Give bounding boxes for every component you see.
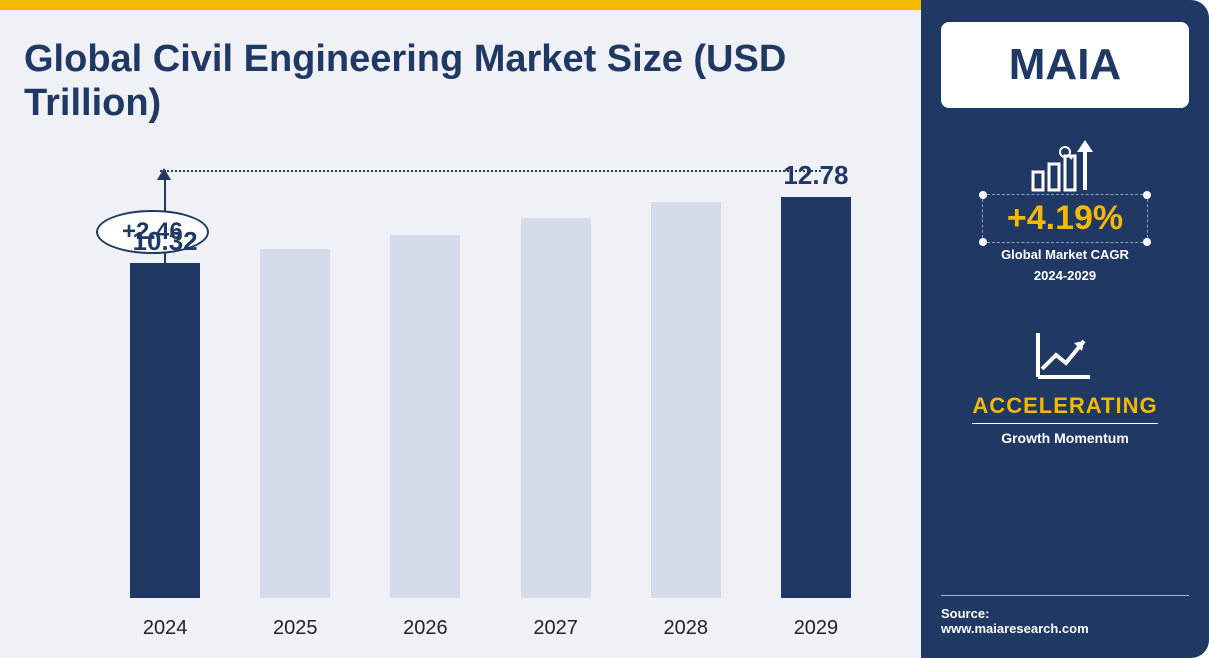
cagr-label-1: Global Market CAGR bbox=[941, 247, 1189, 264]
bar-value-label: 12.78 bbox=[783, 160, 848, 191]
bar-value-label: 10.32 bbox=[133, 226, 198, 257]
brand-logo: MAIA bbox=[941, 22, 1189, 108]
chart-panel: Global Civil Engineering Market Size (US… bbox=[0, 0, 921, 658]
x-axis-labels: 202420252026202720282029 bbox=[100, 617, 881, 640]
bar bbox=[130, 263, 200, 598]
cagr-frame: +4.19% bbox=[982, 194, 1148, 243]
cagr-label-2: 2024-2029 bbox=[941, 268, 1189, 285]
bar-col bbox=[491, 160, 621, 598]
bar bbox=[651, 202, 721, 598]
trend-up-icon bbox=[1030, 325, 1100, 385]
x-axis-label: 2024 bbox=[100, 617, 230, 640]
accelerating-title: ACCELERATING bbox=[972, 393, 1157, 424]
x-axis-label: 2028 bbox=[621, 617, 751, 640]
chart-title: Global Civil Engineering Market Size (US… bbox=[0, 10, 921, 125]
cagr-block: +4.19% Global Market CAGR 2024-2029 bbox=[941, 138, 1189, 285]
bar bbox=[521, 218, 591, 598]
bar-col bbox=[230, 160, 360, 598]
source-block: Source: www.maiaresearch.com bbox=[941, 595, 1189, 636]
infographic-root: Global Civil Engineering Market Size (US… bbox=[0, 0, 1209, 658]
cagr-value: +4.19% bbox=[997, 197, 1133, 240]
accelerating-block: ACCELERATING Growth Momentum bbox=[941, 325, 1189, 446]
bar-col: 10.32 bbox=[100, 160, 230, 598]
bar-col bbox=[621, 160, 751, 598]
bar bbox=[390, 235, 460, 598]
bar-col bbox=[360, 160, 490, 598]
x-axis-label: 2027 bbox=[491, 617, 621, 640]
x-axis-label: 2029 bbox=[751, 617, 881, 640]
growth-bars-arrow-icon bbox=[1025, 138, 1105, 194]
source-label: Source: bbox=[941, 606, 1189, 621]
side-panel: MAIA +4.19% Global Market CAGR 2024-2029 bbox=[921, 0, 1209, 658]
bars-row: 10.32 12.78 bbox=[100, 160, 881, 598]
chart-area: 10.32 12.78 bbox=[100, 160, 881, 598]
accelerating-subtitle: Growth Momentum bbox=[941, 430, 1189, 446]
source-url: www.maiaresearch.com bbox=[941, 621, 1189, 636]
x-axis-label: 2025 bbox=[230, 617, 360, 640]
x-axis-label: 2026 bbox=[360, 617, 490, 640]
bar bbox=[260, 249, 330, 598]
bar bbox=[781, 197, 851, 598]
bar-col: 12.78 bbox=[751, 160, 881, 598]
